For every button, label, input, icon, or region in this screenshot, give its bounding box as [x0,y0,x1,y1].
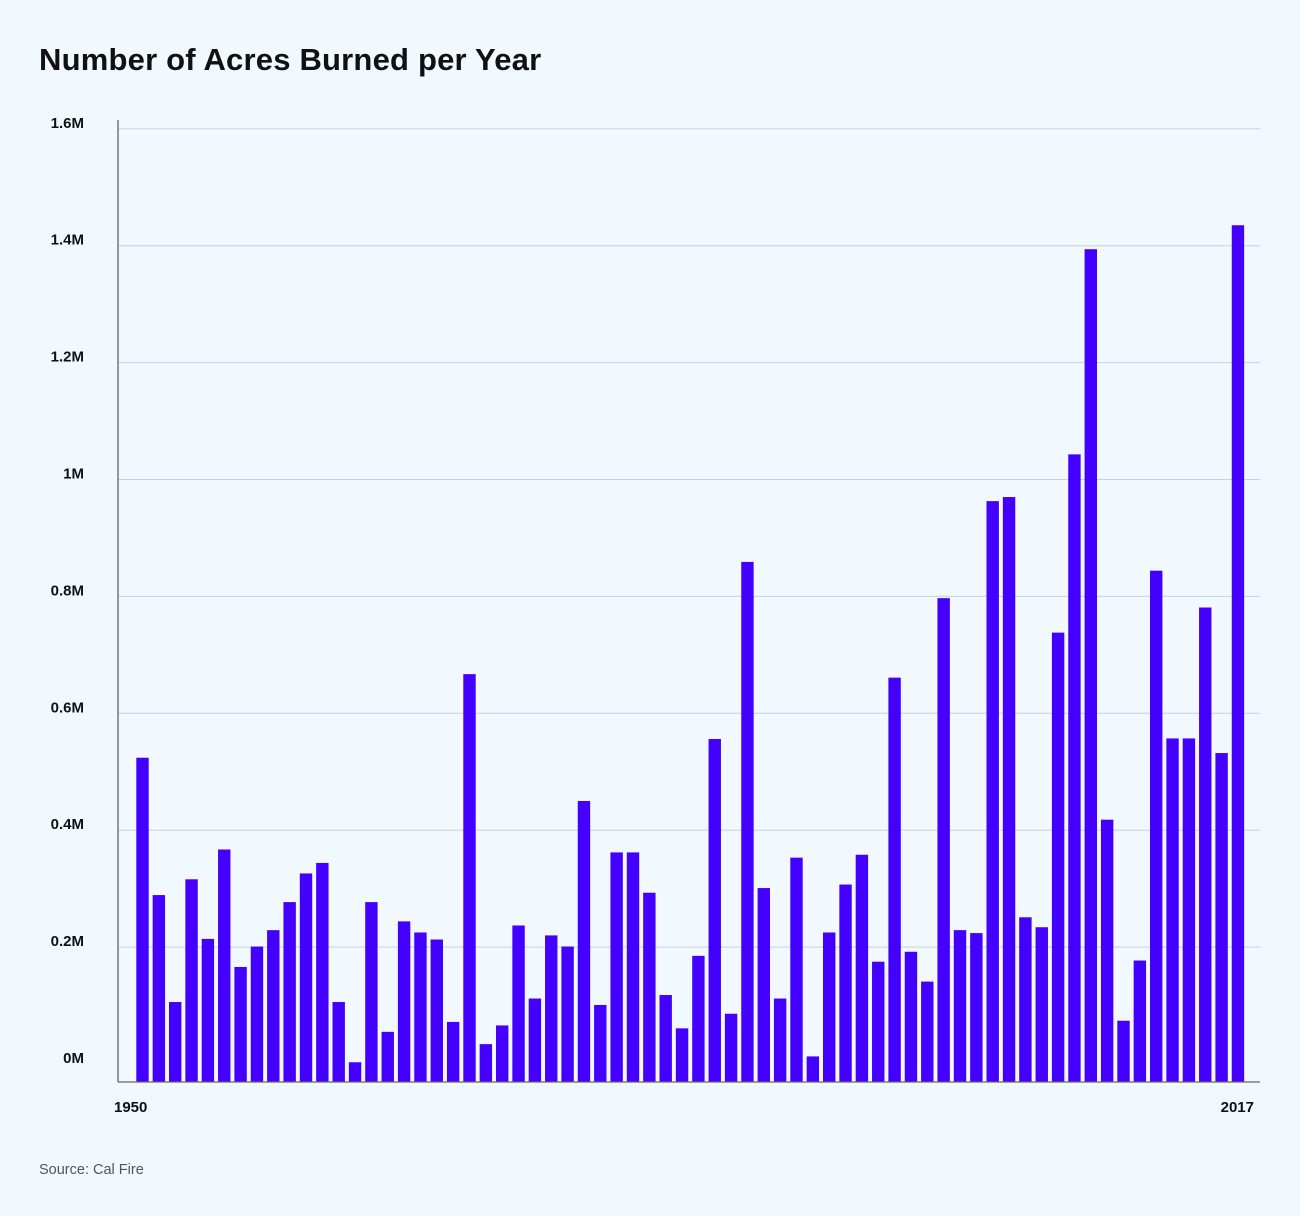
bar-1985 [708,739,721,1082]
bar-1954 [201,938,215,1082]
bar-2001 [970,933,983,1082]
bar-1961 [316,862,329,1082]
bar-1970 [463,674,476,1082]
bar-1982 [659,995,672,1082]
bar-1980 [626,852,640,1082]
bar-2011 [1133,960,1147,1082]
bar-1953 [185,879,198,1082]
bar-1998 [921,981,934,1082]
bar-1963 [348,1062,362,1082]
bar-1981 [643,892,656,1082]
bar-1983 [675,1028,689,1082]
bar-1966 [397,921,411,1082]
y-tick-label: 0.2M [51,933,84,950]
bar-2008 [1084,249,1097,1082]
bar-1986 [724,1013,738,1082]
bar-1957 [250,946,264,1082]
y-tick-label: 0.4M [51,816,84,833]
bar-1987 [741,561,754,1082]
bar-1988 [757,888,770,1082]
y-tick-label: 0.8M [51,582,84,599]
bar-1977 [577,800,591,1082]
bar-1992 [823,932,836,1082]
bar-2005 [1035,927,1048,1082]
bar-2015 [1199,607,1212,1082]
bar-1979 [610,852,623,1082]
bar-2003 [1002,497,1016,1082]
y-tick-label: 1.6M [51,115,84,132]
bar-1969 [446,1021,460,1082]
bar-1974 [528,998,542,1082]
bar-1999 [937,598,950,1082]
bar-1964 [365,902,378,1082]
bar-2000 [953,930,967,1082]
y-tick-label: 1M [63,466,84,483]
bar-2007 [1068,454,1081,1083]
bar-1989 [773,998,787,1082]
chart-title: Number of Acres Burned per Year [39,42,542,77]
bar-2002 [986,501,999,1083]
bar-2016 [1215,753,1228,1082]
bar-1959 [283,902,296,1082]
x-tick-last: 2017 [1221,1099,1254,1116]
bar-1978 [594,1004,607,1082]
bar-1973 [512,925,525,1082]
bar-2004 [1019,917,1032,1082]
bar-1968 [430,939,443,1082]
bar-1996 [888,677,901,1082]
y-tick-label: 0M [63,1050,84,1067]
bar-2017 [1231,225,1245,1082]
bar-1956 [234,966,247,1082]
bar-1993 [839,884,852,1082]
bar-1990 [790,857,803,1082]
bar-1965 [381,1031,394,1082]
y-tick-label: 1.2M [51,349,84,366]
bar-2006 [1051,632,1065,1082]
bar-1950 [136,757,149,1082]
bar-1958 [267,930,280,1082]
bar-2013 [1166,738,1179,1082]
bar-1967 [414,932,427,1082]
bar-2009 [1100,819,1114,1082]
bars [136,225,1245,1083]
bar-1972 [496,1025,509,1082]
bar-1997 [904,951,918,1082]
bar-1955 [218,849,231,1082]
bar-1952 [169,1002,182,1082]
bar-1951 [152,895,166,1082]
bar-1995 [872,961,885,1082]
source-note: Source: Cal Fire [39,1162,144,1178]
bar-2014 [1182,738,1196,1082]
x-tick-first: 1950 [114,1099,147,1116]
bar-1976 [561,946,574,1082]
bar-1994 [855,854,869,1082]
y-tick-label: 0.6M [51,699,84,716]
bar-2012 [1150,570,1163,1082]
bar-1975 [545,935,558,1082]
y-axis-ticks: 0M 0.2M 0.4M 0.6M 0.8M 1M 1.2M 1.4M 1.6M [51,115,84,1067]
bar-1960 [299,873,313,1082]
bar-1971 [479,1044,493,1082]
bar-1984 [692,955,705,1082]
y-tick-label: 1.4M [51,232,84,249]
bar-2010 [1117,1020,1130,1082]
bar-1991 [806,1056,820,1082]
bar-1962 [332,1002,345,1082]
